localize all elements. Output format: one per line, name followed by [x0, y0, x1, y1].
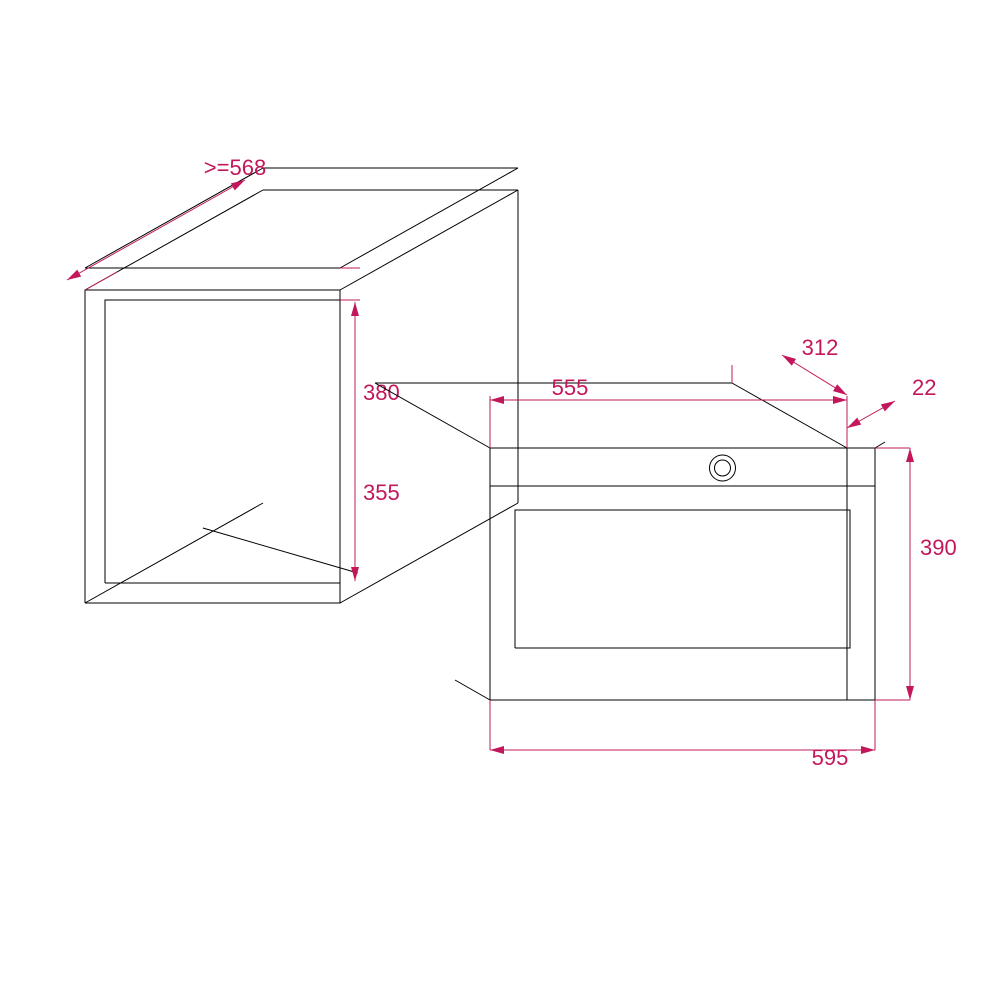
dim-label-cabinet-width: >=568: [204, 155, 266, 180]
dim-label-380: 380: [363, 380, 400, 405]
dim-label-355: 355: [363, 480, 400, 505]
dim-label-312: 312: [802, 335, 839, 360]
dimension-diagram: >=568 380 355 555 312 22 390 595: [0, 0, 1000, 1000]
dim-label-555: 555: [552, 375, 589, 400]
dim-label-22: 22: [912, 375, 936, 400]
appliance-group: 555 312 22 390 595: [375, 335, 957, 770]
dim-label-595: 595: [812, 745, 849, 770]
dim-label-390: 390: [920, 535, 957, 560]
cabinet-group: >=568 380 355: [67, 155, 518, 603]
